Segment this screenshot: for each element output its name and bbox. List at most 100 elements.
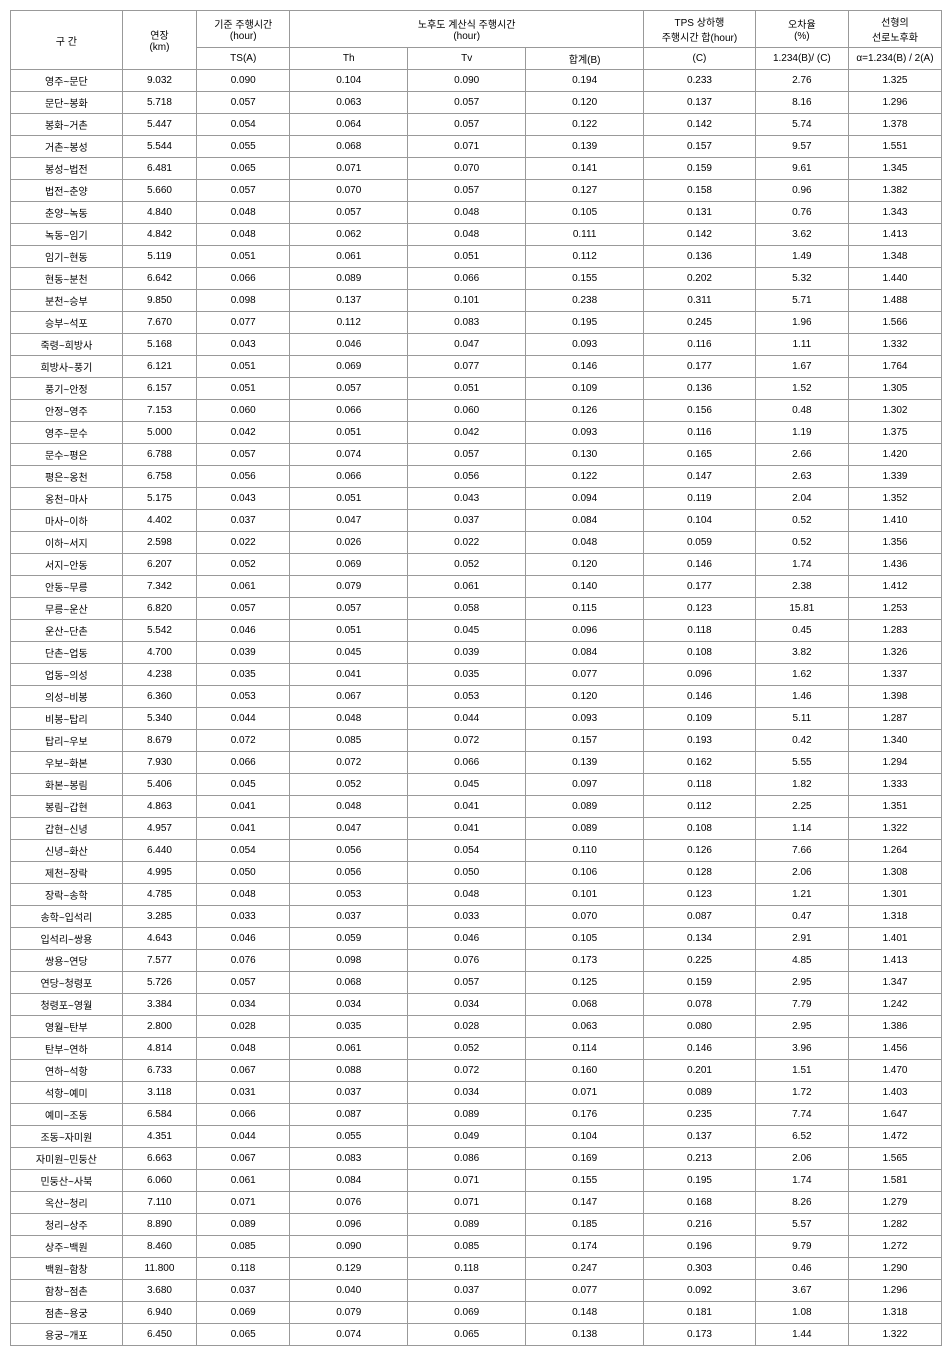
cell-alpha: 1.325 [848,70,941,92]
cell-tv: 0.048 [408,202,526,224]
cell-ext: 7.670 [122,312,196,334]
cell-err: 7.74 [755,1104,848,1126]
table-row: 안정~영주7.1530.0600.0660.0600.1260.1560.481… [11,400,942,422]
cell-ext: 6.663 [122,1148,196,1170]
cell-alpha: 1.382 [848,180,941,202]
table-row: 화본~봉림5.4060.0450.0520.0450.0970.1181.821… [11,774,942,796]
cell-ts: 0.066 [197,1104,290,1126]
table-row: 연당~청령포5.7260.0570.0680.0570.1250.1592.95… [11,972,942,994]
cell-tv: 0.037 [408,510,526,532]
cell-th: 0.051 [290,488,408,510]
cell-ext: 7.110 [122,1192,196,1214]
cell-alpha: 1.337 [848,664,941,686]
table-body: 영주~문단9.0320.0900.1040.0900.1940.2332.761… [11,70,942,1346]
cell-sum: 0.101 [526,884,644,906]
table-row: 무릉~운산6.8200.0570.0570.0580.1150.12315.81… [11,598,942,620]
table-row: 죽령~희방사5.1680.0430.0460.0470.0930.1161.11… [11,334,942,356]
table-row: 함창~점촌3.6800.0370.0400.0370.0770.0923.671… [11,1280,942,1302]
cell-ts: 0.065 [197,158,290,180]
cell-sum: 0.097 [526,774,644,796]
cell-ts: 0.048 [197,202,290,224]
table-row: 장락~송학4.7850.0480.0530.0480.1010.1231.211… [11,884,942,906]
cell-err: 0.45 [755,620,848,642]
cell-sum: 0.084 [526,642,644,664]
table-row: 안동~무릉7.3420.0610.0790.0610.1400.1772.381… [11,576,942,598]
cell-ext: 6.440 [122,840,196,862]
cell-tps: 0.116 [644,422,756,444]
cell-sum: 0.155 [526,1170,644,1192]
cell-section: 비봉~탑리 [11,708,123,730]
cell-ts: 0.042 [197,422,290,444]
cell-ts: 0.048 [197,224,290,246]
cell-err: 9.61 [755,158,848,180]
cell-sum: 0.122 [526,466,644,488]
cell-th: 0.026 [290,532,408,554]
cell-th: 0.069 [290,554,408,576]
table-row: 평은~옹천6.7580.0560.0660.0560.1220.1472.631… [11,466,942,488]
cell-tv: 0.047 [408,334,526,356]
cell-section: 춘양~녹동 [11,202,123,224]
cell-alpha: 1.398 [848,686,941,708]
cell-th: 0.129 [290,1258,408,1280]
cell-ext: 8.890 [122,1214,196,1236]
cell-ts: 0.044 [197,708,290,730]
cell-tv: 0.066 [408,268,526,290]
cell-th: 0.074 [290,1324,408,1346]
cell-sum: 0.105 [526,202,644,224]
cell-sum: 0.122 [526,114,644,136]
cell-err: 1.52 [755,378,848,400]
cell-section: 영주~문수 [11,422,123,444]
table-row: 자미원~민둥산6.6630.0670.0830.0860.1690.2132.0… [11,1148,942,1170]
cell-ext: 5.544 [122,136,196,158]
cell-tv: 0.033 [408,906,526,928]
cell-sum: 0.063 [526,1016,644,1038]
cell-section: 탄부~연하 [11,1038,123,1060]
cell-ext: 6.481 [122,158,196,180]
col-header-sum: 합계(B) [526,48,644,70]
cell-th: 0.041 [290,664,408,686]
cell-tv: 0.089 [408,1104,526,1126]
cell-tv: 0.022 [408,532,526,554]
cell-th: 0.064 [290,114,408,136]
cell-tps: 0.177 [644,576,756,598]
cell-alpha: 1.647 [848,1104,941,1126]
cell-ext: 9.850 [122,290,196,312]
cell-ts: 0.022 [197,532,290,554]
cell-th: 0.061 [290,1038,408,1060]
cell-ts: 0.051 [197,246,290,268]
cell-ext: 5.406 [122,774,196,796]
cell-th: 0.045 [290,642,408,664]
cell-ext: 9.032 [122,70,196,92]
table-row: 업동~의성4.2380.0350.0410.0350.0770.0961.621… [11,664,942,686]
cell-th: 0.068 [290,972,408,994]
cell-ext: 4.957 [122,818,196,840]
cell-tps: 0.146 [644,686,756,708]
cell-tps: 0.137 [644,92,756,114]
cell-th: 0.048 [290,796,408,818]
cell-tv: 0.043 [408,488,526,510]
cell-ts: 0.054 [197,840,290,862]
table-row: 예미~조동6.5840.0660.0870.0890.1760.2357.741… [11,1104,942,1126]
cell-section: 연당~청령포 [11,972,123,994]
cell-ts: 0.043 [197,334,290,356]
cell-section: 희방사~풍기 [11,356,123,378]
table-row: 봉성~법전6.4810.0650.0710.0700.1410.1599.611… [11,158,942,180]
cell-th: 0.079 [290,576,408,598]
cell-sum: 0.130 [526,444,644,466]
cell-th: 0.056 [290,840,408,862]
table-header: 구 간 연장 (km) 기준 주행시간 (hour) 노후도 계산식 주행시간 … [11,11,942,70]
table-row: 옥산~청리7.1100.0710.0760.0710.1470.1688.261… [11,1192,942,1214]
table-row: 백원~함창11.8000.1180.1290.1180.2470.3030.46… [11,1258,942,1280]
table-row: 입석리~쌍용4.6430.0460.0590.0460.1050.1342.91… [11,928,942,950]
cell-err: 8.16 [755,92,848,114]
cell-th: 0.047 [290,510,408,532]
table-row: 청령포~영월3.3840.0340.0340.0340.0680.0787.79… [11,994,942,1016]
cell-alpha: 1.488 [848,290,941,312]
cell-sum: 0.114 [526,1038,644,1060]
cell-tps: 0.311 [644,290,756,312]
cell-th: 0.069 [290,356,408,378]
cell-tps: 0.181 [644,1302,756,1324]
cell-tps: 0.087 [644,906,756,928]
cell-tps: 0.108 [644,818,756,840]
cell-ts: 0.061 [197,1170,290,1192]
